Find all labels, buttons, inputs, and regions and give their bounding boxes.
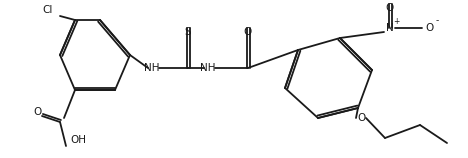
Text: O: O: [34, 107, 42, 117]
Text: Cl: Cl: [43, 5, 53, 15]
Text: O: O: [358, 113, 366, 123]
Text: O: O: [244, 27, 252, 37]
Text: O: O: [386, 3, 394, 13]
Text: O: O: [426, 23, 434, 33]
Text: N: N: [386, 23, 394, 33]
Text: S: S: [185, 27, 191, 37]
Text: +: +: [393, 18, 399, 27]
Text: NH: NH: [144, 63, 160, 73]
Text: -: -: [435, 16, 439, 25]
Text: NH: NH: [200, 63, 216, 73]
Text: OH: OH: [70, 135, 86, 145]
